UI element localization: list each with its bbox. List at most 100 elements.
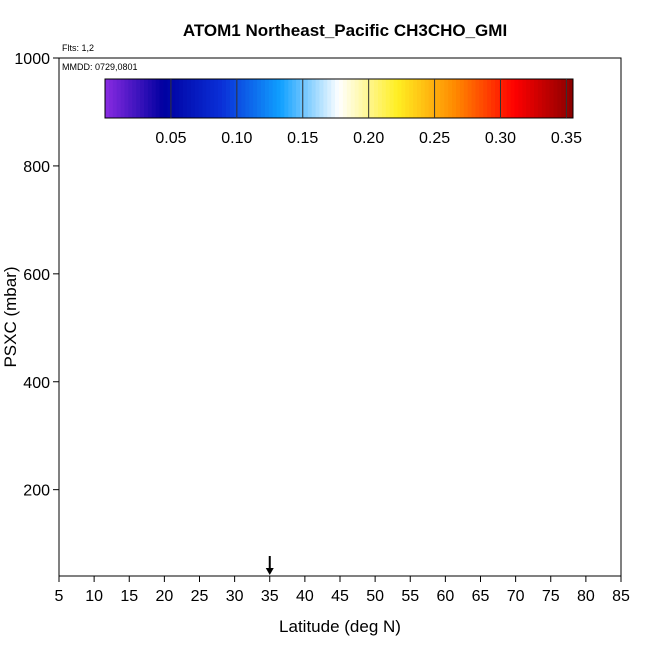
colorbar-swatch <box>198 79 203 118</box>
y-tick-label: 800 <box>23 159 50 176</box>
colorbar-swatch <box>491 79 496 118</box>
x-tick-label: 55 <box>401 588 419 605</box>
colorbar-swatch <box>323 79 328 118</box>
colorbar-swatch <box>276 79 281 118</box>
colorbar-swatch <box>249 79 254 118</box>
colorbar-swatch <box>175 79 180 118</box>
colorbar-swatch <box>296 79 301 118</box>
x-tick-label: 45 <box>331 588 349 605</box>
colorbar-swatch <box>280 79 285 118</box>
x-tick-label: 85 <box>612 588 630 605</box>
colorbar-swatch <box>475 79 480 118</box>
colorbar-swatch <box>518 79 523 118</box>
x-tick-label: 25 <box>191 588 209 605</box>
colorbar-swatch <box>210 79 215 118</box>
colorbar-swatch <box>362 79 367 118</box>
x-axis-label: Latitude (deg N) <box>279 617 401 636</box>
x-tick-label: 60 <box>436 588 454 605</box>
colorbar-swatch <box>319 79 324 118</box>
marker-head <box>265 568 274 575</box>
colorbar-swatch <box>549 79 554 118</box>
colorbar-tick-label: 0.10 <box>221 130 252 147</box>
colorbar-swatch <box>179 79 184 118</box>
colorbar-swatch <box>381 79 387 118</box>
colorbar-frame <box>104 78 574 119</box>
colorbar-swatch <box>253 79 258 118</box>
colorbar-swatch <box>553 79 558 118</box>
colorbar-swatch <box>120 79 125 118</box>
colorbar-swatch <box>245 79 250 118</box>
colorbar-swatch <box>105 79 110 118</box>
colorbar-swatch <box>510 79 515 118</box>
colorbar-swatch <box>358 79 363 118</box>
colorbar-swatch <box>147 79 153 118</box>
colorbar-swatch <box>420 79 426 118</box>
plot-frame <box>58 57 622 577</box>
colorbar-swatch <box>151 79 157 118</box>
colorbar-swatch <box>257 79 262 118</box>
colorbar-swatch <box>132 79 137 118</box>
x-tick-label: 80 <box>577 588 595 605</box>
colorbar-swatch <box>155 79 161 118</box>
colorbar-swatch <box>229 79 235 118</box>
colorbar-swatch <box>284 79 289 118</box>
colorbar-swatch <box>206 79 211 118</box>
colorbar-swatch <box>116 79 122 118</box>
x-tick-label: 20 <box>155 588 173 605</box>
x-tick-label: 50 <box>366 588 384 605</box>
x-tick-label: 15 <box>120 588 138 605</box>
colorbar-swatch <box>370 79 375 118</box>
x-tick-label: 65 <box>472 588 490 605</box>
colorbar-swatch <box>541 79 547 118</box>
flight-track <box>59 66 572 491</box>
colorbar-swatch <box>374 79 379 118</box>
y-tick-label: 400 <box>23 375 50 392</box>
flight-track-line <box>59 66 572 491</box>
x-tick-label: 5 <box>55 588 64 605</box>
colorbar-swatch <box>424 79 430 118</box>
x-tick-label: 35 <box>261 588 279 605</box>
colorbar-tick-label: 0.35 <box>551 130 582 147</box>
colorbar-swatch <box>459 79 465 118</box>
x-axis: 5 10 15 20 25 30 35 40 45 50 55 60 65 70 75 80 85 <box>55 576 630 605</box>
colorbar-swatch <box>108 79 114 118</box>
colorbar-swatch <box>471 79 476 118</box>
colorbar-swatch <box>448 79 453 118</box>
y-axis: 200 400 600 800 1000 <box>14 51 59 500</box>
colorbar-swatch <box>288 79 293 118</box>
colorbar-swatch <box>272 79 278 118</box>
colorbar-tick-label: 0.20 <box>353 130 384 147</box>
colorbar-swatch <box>163 79 168 118</box>
colorbar-swatch <box>339 79 344 118</box>
colorbar-swatch <box>569 79 574 118</box>
colorbar-swatch <box>225 79 231 118</box>
colorbar: 0.05 0.10 0.15 0.20 0.25 0.30 0.35 <box>104 78 582 147</box>
x-tick-label: 40 <box>296 588 314 605</box>
colorbar-swatch <box>140 79 145 118</box>
colorbar-tick-label: 0.05 <box>155 130 186 147</box>
colorbar-swatch <box>237 79 242 118</box>
colorbar-swatch <box>530 79 535 118</box>
colorbar-swatch <box>463 79 469 118</box>
colorbar-swatch <box>331 79 336 118</box>
flights-label: Flts: 1,2 <box>62 43 94 53</box>
colorbar-swatch <box>292 79 297 118</box>
colorbar-swatch <box>393 79 398 118</box>
colorbar-swatch <box>534 79 539 118</box>
y-tick-label: 1000 <box>14 51 50 68</box>
colorbar-swatch <box>413 79 418 118</box>
colorbar-swatch <box>401 79 406 118</box>
colorbar-swatch <box>397 79 402 118</box>
colorbar-swatch <box>479 79 484 118</box>
colorbar-swatch <box>315 79 320 118</box>
colorbar-swatch <box>428 79 434 118</box>
colorbar-swatch <box>409 79 414 118</box>
colorbar-swatch <box>506 79 512 118</box>
colorbar-swatch <box>342 79 348 118</box>
colorbar-swatch <box>452 79 457 118</box>
colorbar-swatch <box>346 79 352 118</box>
colorbar-tick-label: 0.15 <box>287 130 318 147</box>
colorbar-tick-label: 0.30 <box>485 130 516 147</box>
colorbar-swatch <box>502 79 508 118</box>
